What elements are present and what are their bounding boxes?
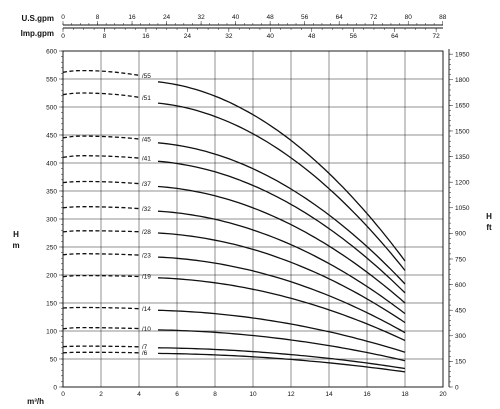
- top-axis-2-tick-label: 72: [433, 33, 441, 40]
- top-axis-2-tick-label: 24: [184, 33, 192, 40]
- x-tick-label: 16: [363, 391, 371, 398]
- plot-frame: [62, 50, 444, 388]
- y-left-tick-label: 350: [46, 188, 57, 195]
- top-axis-1-tick-label: 0: [61, 14, 65, 21]
- curve-label-45: /45: [142, 136, 151, 143]
- y-right-tick-label: 0: [455, 384, 459, 391]
- x-axis-label: m³/h: [27, 397, 44, 406]
- top-axis-1-tick-label: 48: [267, 14, 275, 21]
- y-right-tick-label: 1500: [455, 128, 470, 135]
- y-left-tick-label: 50: [50, 356, 58, 363]
- y-right-tick-label: 150: [455, 359, 466, 366]
- curve-label-32: /32: [142, 206, 151, 213]
- curve-label-14: /14: [142, 306, 151, 313]
- x-tick-label: 4: [137, 391, 141, 398]
- curve-solid-32: [157, 210, 406, 315]
- y-right-tick-label: 600: [455, 282, 466, 289]
- y-right-tick-label: 300: [455, 333, 466, 340]
- y-left-tick-label: 550: [46, 76, 57, 83]
- x-tick-label: 0: [61, 391, 65, 398]
- curve-label-19: /19: [142, 274, 151, 281]
- curve-label-6: /6: [142, 350, 148, 357]
- curve-solid-51: [157, 102, 406, 271]
- curve-label-55: /55: [142, 73, 151, 80]
- y-left-tick-label: 300: [46, 216, 57, 223]
- top-axis-2-tick-label: 16: [142, 33, 150, 40]
- curve-labels-layer: /55/51/45/41/37/32/28/23/19/14/10/7/6: [142, 73, 151, 357]
- right-axis-label-bottom: ft: [486, 223, 492, 232]
- top-axis-1-tick-label: 16: [128, 14, 136, 21]
- x-tick-label: 14: [325, 391, 333, 398]
- x-tick-label: 6: [175, 391, 179, 398]
- x-tick-label: 10: [249, 391, 257, 398]
- curves-layer: [62, 69, 406, 373]
- x-tick-label: 18: [401, 391, 409, 398]
- y-right-tick-label: 450: [455, 307, 466, 314]
- top-axis-2-tick-label: 40: [267, 33, 275, 40]
- top-axis-1-tick-label: 64: [336, 14, 344, 21]
- y-left-tick-label: 400: [46, 160, 57, 167]
- y-right-tick-label: 1650: [455, 103, 470, 110]
- top-axis-1-tick-label: 72: [370, 14, 378, 21]
- top-axis-1-tick-label: 32: [197, 14, 205, 21]
- y-left-tick-label: 450: [46, 132, 57, 139]
- top-axis-1-tick-label: 8: [96, 14, 100, 21]
- y-left-tick-label: 600: [46, 48, 57, 55]
- curve-solid-41: [157, 160, 406, 294]
- y-left-tick-label: 150: [46, 300, 57, 307]
- top-axis-2-tick-label: 32: [225, 33, 233, 40]
- grid-layer: [62, 50, 444, 388]
- y-right-tick-label: 1350: [455, 154, 470, 161]
- x-tick-label: 2: [99, 391, 103, 398]
- x-tick-label: 8: [213, 391, 217, 398]
- left-axis-label-top: H: [13, 230, 19, 239]
- top-axis-2-tick-label: 64: [391, 33, 399, 40]
- left-axis-label-bottom: m: [12, 241, 19, 250]
- curve-label-23: /23: [142, 252, 151, 259]
- right-axis-label-top: H: [486, 212, 492, 221]
- y-left-tick-label: 100: [46, 328, 57, 335]
- x-tick-label: 12: [287, 391, 295, 398]
- y-right-tick-label: 1050: [455, 205, 470, 212]
- top-axis-1-tick-label: 24: [163, 14, 171, 21]
- curve-label-10: /10: [142, 326, 151, 333]
- curve-solid-37: [157, 185, 406, 304]
- top-axis-2-label: Imp.gpm: [21, 29, 54, 38]
- axes-layer: 0 2 4 6 8 10 12 14 16 18 2005010015020025030035040…: [46, 14, 470, 398]
- top-axis-2-tick-label: 8: [103, 33, 107, 40]
- top-axis-2-tick-label: 0: [61, 33, 65, 40]
- y-right-tick-label: 1950: [455, 51, 470, 58]
- y-left-tick-label: 500: [46, 104, 57, 111]
- curve-solid-7: [157, 347, 406, 370]
- curve-label-51: /51: [142, 95, 151, 102]
- y-right-tick-label: 750: [455, 256, 466, 263]
- top-axis-1-tick-label: 56: [301, 14, 309, 21]
- top-axis-1-tick-label: 40: [232, 14, 240, 21]
- curve-solid-23: [157, 256, 406, 334]
- x-tick-label: 20: [439, 391, 447, 398]
- curve-label-28: /28: [142, 229, 151, 236]
- curve-solid-6: [157, 352, 406, 373]
- y-right-tick-label: 1800: [455, 77, 470, 84]
- y-left-tick-label: 200: [46, 272, 57, 279]
- curve-label-41: /41: [142, 156, 151, 163]
- top-axis-1-tick-label: 88: [439, 14, 447, 21]
- top-axis-2-tick-label: 48: [308, 33, 316, 40]
- curve-label-37: /37: [142, 181, 151, 188]
- top-axis-1-label: U.S.gpm: [22, 14, 54, 23]
- top-axis-2-tick-label: 56: [350, 33, 358, 40]
- y-right-tick-label: 1200: [455, 179, 470, 186]
- curve-solid-55: [157, 81, 406, 262]
- top-axis-1-tick-label: 80: [405, 14, 413, 21]
- curve-solid-45: [157, 142, 406, 285]
- y-left-tick-label: 250: [46, 244, 57, 251]
- curve-solid-28: [157, 232, 406, 324]
- curve-solid-14: [157, 309, 406, 353]
- curve-solid-10: [157, 329, 406, 362]
- curve-label-7: /7: [142, 344, 148, 351]
- y-right-tick-label: 900: [455, 231, 466, 238]
- y-left-tick-label: 0: [53, 384, 57, 391]
- curve-solid-19: [157, 277, 406, 342]
